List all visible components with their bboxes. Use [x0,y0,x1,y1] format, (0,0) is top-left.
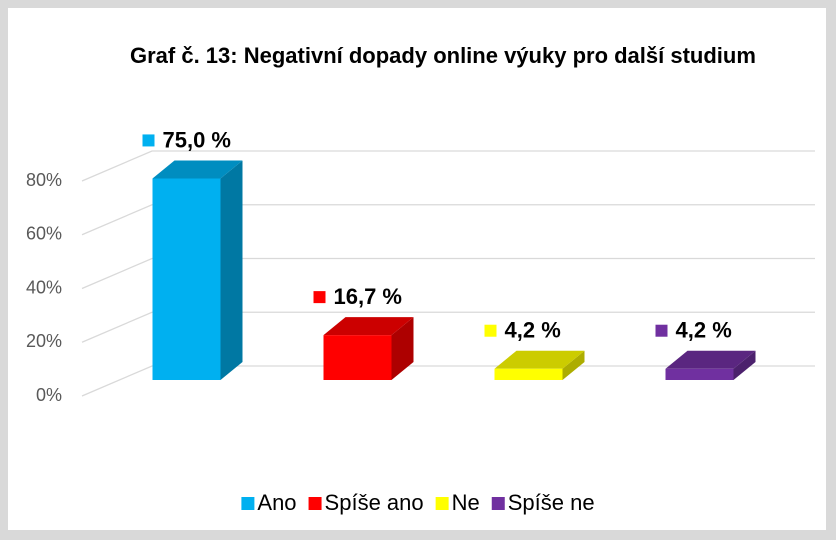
data-label: 16,7 % [334,284,403,309]
data-label: 4,2 % [676,318,732,343]
bar-top [152,160,243,179]
bar-top [494,350,585,369]
legend-label: Spíše ano [325,490,424,515]
y-tick-label: 60% [26,224,62,244]
grid-line [81,257,815,290]
y-tick-label: 0% [36,385,62,405]
bar [665,350,756,380]
legend-label: Ne [452,490,480,515]
data-label-key [655,324,668,337]
legend-key [241,497,255,510]
grid-line [81,204,815,236]
bar-front [665,368,734,380]
bar-front [152,178,221,380]
grid-line [81,365,815,397]
legend-key [435,497,449,510]
legend-key [308,497,322,510]
bar-top [665,350,756,369]
bar-side [220,160,243,380]
bar [494,350,585,380]
bar-top [323,317,414,336]
legend-label: Spíše ne [508,490,595,515]
bar-side [562,350,585,380]
data-label: 4,2 % [505,318,561,343]
legend-key [491,497,505,510]
bar-front [494,368,563,380]
y-tick-label: 40% [26,277,62,297]
bar [152,160,243,380]
data-label-key [484,324,497,337]
y-tick-label: 20% [26,331,62,351]
chart-title: Graf č. 13: Negativní dopady online výuk… [130,43,756,68]
data-label: 75,0 % [163,127,232,152]
y-tick-label: 80% [26,170,62,190]
legend-label: Ano [257,490,296,515]
bar-side [391,317,414,380]
bar [323,317,414,380]
data-label-key [313,291,326,304]
bar-side [733,350,756,380]
grid-line [81,311,815,343]
chart-area [8,8,826,530]
data-label-key [142,134,155,147]
grid-line [81,150,815,182]
bar-front [323,335,392,380]
